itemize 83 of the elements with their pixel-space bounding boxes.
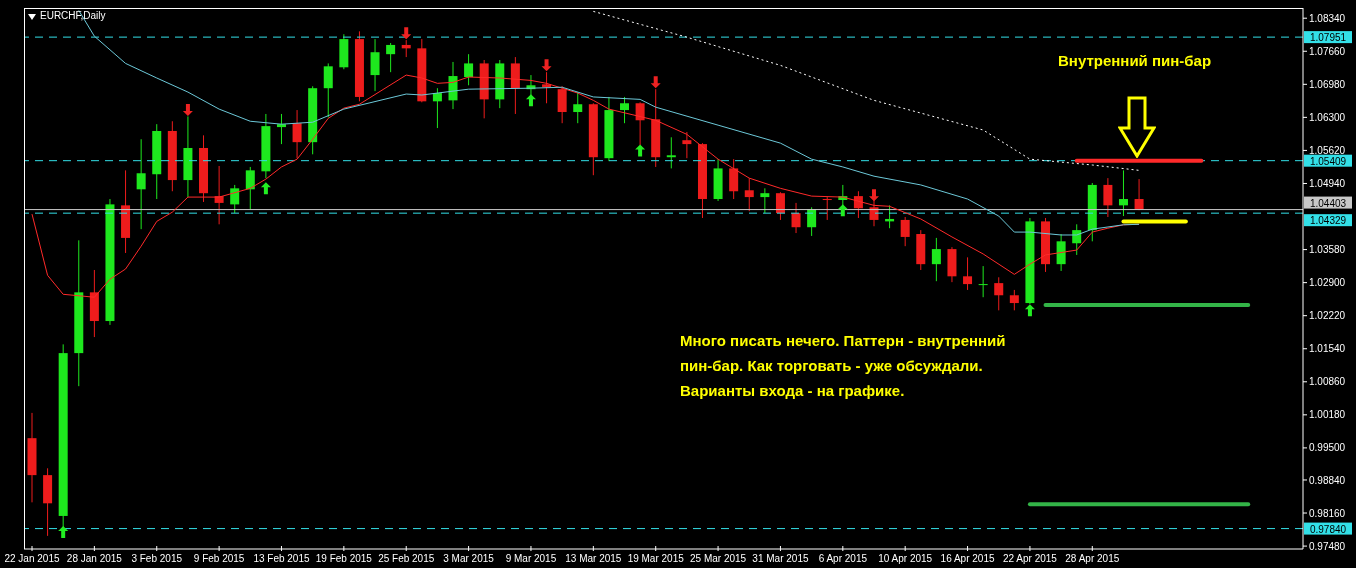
point	[182, 104, 193, 117]
candlestick	[245, 166, 255, 210]
candlestick	[136, 138, 146, 230]
candlestick	[464, 53, 474, 86]
y-tick-label: 1.02220	[1309, 310, 1346, 322]
y-tick-label: 0.97480	[1309, 540, 1346, 552]
candlestick	[1134, 178, 1144, 211]
y-tick-label: 1.02900	[1309, 277, 1346, 289]
candlestick	[729, 158, 739, 200]
candlestick	[557, 85, 567, 124]
candlestick	[1009, 289, 1019, 311]
ref-line-label: 1.04329	[1309, 215, 1347, 227]
candlestick	[807, 206, 817, 237]
x-tick-label: 3 Mar 2015	[443, 553, 495, 564]
candlestick	[994, 276, 1004, 311]
candlestick	[323, 62, 333, 118]
ref-line-label: 0.97840	[1309, 523, 1347, 535]
y-tick-label: 1.03580	[1309, 244, 1346, 256]
candlestick	[1103, 177, 1113, 218]
candlestick	[963, 256, 973, 291]
point	[650, 76, 661, 89]
x-tick-label: 25 Feb 2015	[378, 553, 435, 564]
y-tick-label: 0.99500	[1309, 442, 1346, 454]
candlestick	[370, 38, 380, 92]
y-tick-label: 1.01540	[1309, 343, 1346, 355]
candlestick	[978, 265, 988, 298]
point	[1024, 304, 1035, 317]
x-tick-label: 25 Mar 2015	[690, 553, 747, 564]
candlestick	[900, 216, 910, 247]
x-tick-label: 22 Jan 2015	[4, 553, 60, 564]
annotation: Много писать нечего. Паттерн - внутренний пин-бар. Как торговать - уже обсуждали. Варианты входа - на графике.	[680, 331, 1007, 401]
y-tick-label: 1.06300	[1309, 111, 1346, 123]
ref-line-label: 1.05409	[1309, 155, 1347, 167]
x-tick-label: 13 Mar 2015	[565, 553, 622, 564]
candlestick	[230, 184, 240, 214]
annotation: Внутренний пин-бар	[1058, 52, 1212, 69]
x-tick-label: 10 Apr 2015	[878, 553, 933, 564]
point	[260, 182, 271, 195]
candlestick	[775, 191, 785, 221]
x-tick-label: 19 Feb 2015	[315, 553, 373, 564]
candlestick	[822, 196, 832, 221]
candlestick	[1056, 233, 1066, 272]
y-tick-label: 1.07660	[1309, 45, 1346, 57]
candlestick	[760, 187, 770, 214]
candlestick	[666, 136, 676, 169]
candlestick	[292, 109, 302, 159]
y-tick-label: 1.08340	[1309, 12, 1346, 24]
x-tick-label: 28 Apr 2015	[1065, 553, 1120, 564]
point	[525, 94, 536, 107]
chart-title: EURCHF,Daily	[40, 10, 106, 21]
y-tick-label: 1.00860	[1309, 376, 1346, 388]
y-tick-label: 1.06980	[1309, 78, 1346, 90]
candlestick	[744, 177, 754, 212]
point	[401, 27, 412, 40]
point	[869, 189, 879, 202]
x-tick-label: 9 Mar 2015	[505, 553, 557, 564]
x-tick-label: 3 Feb 2015	[131, 553, 183, 564]
candlestick	[573, 91, 583, 124]
x-tick-label: 6 Apr 2015	[818, 553, 868, 564]
y-tick-label: 0.98840	[1309, 474, 1346, 486]
y-tick-label: 1.04940	[1309, 178, 1346, 190]
x-tick-label: 19 Mar 2015	[627, 553, 685, 564]
candlestick	[682, 131, 692, 159]
x-tick-label: 22 Apr 2015	[1002, 553, 1058, 564]
point	[58, 525, 69, 538]
y-tick-label: 1.00180	[1309, 409, 1346, 421]
x-tick-label: 28 Jan 2015	[66, 553, 123, 564]
x-tick-label: 16 Apr 2015	[940, 553, 995, 564]
candlestick	[931, 237, 941, 282]
candlestick	[386, 42, 396, 73]
candlestick	[1118, 169, 1128, 217]
x-tick-label: 9 Feb 2015	[193, 553, 245, 564]
point	[541, 59, 552, 72]
candlestick	[620, 96, 630, 124]
x-tick-label: 31 Mar 2015	[752, 553, 809, 564]
point	[837, 204, 848, 217]
y-tick-label: 0.98160	[1309, 507, 1346, 519]
candlestick	[791, 202, 801, 234]
ref-line-label: 1.07951	[1309, 32, 1347, 44]
point	[635, 144, 646, 157]
y-tick-label: 1.05620	[1309, 144, 1346, 156]
ref-line-label: 1.04403	[1309, 197, 1347, 209]
x-tick-label: 13 Feb 2015	[253, 553, 310, 564]
